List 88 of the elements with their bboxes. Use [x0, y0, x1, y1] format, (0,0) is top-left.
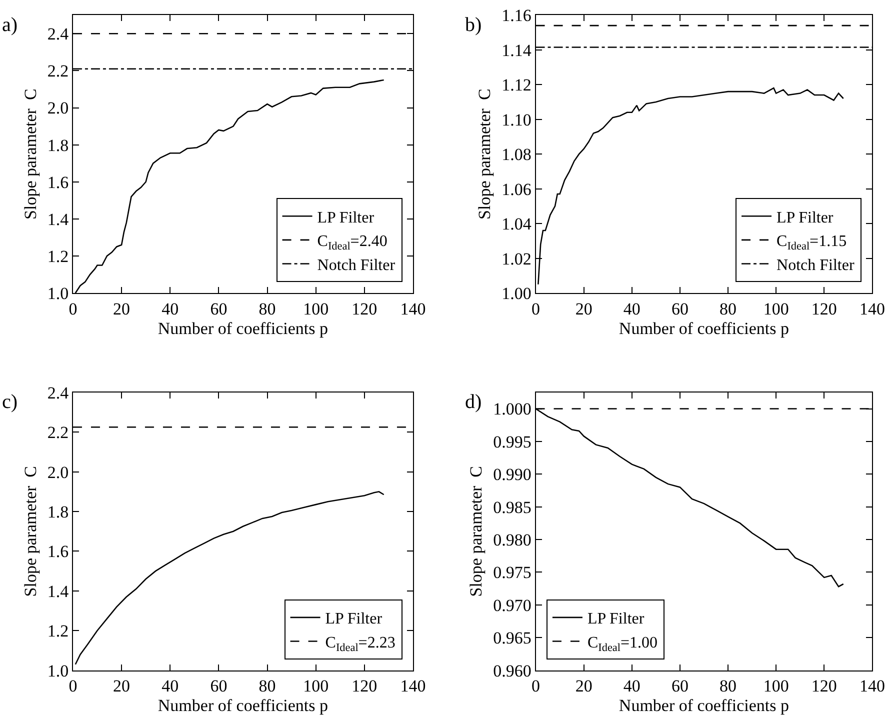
y-tick-label: 1.000	[493, 400, 532, 419]
x-axis-title: Number of coefficients p	[158, 318, 328, 338]
x-tick-label: 20	[113, 299, 130, 318]
x-tick-label: 20	[575, 299, 592, 318]
legend-label: C$_{Ideal}$=2.40	[317, 233, 388, 253]
x-tick-label: 40	[623, 299, 640, 318]
y-tick-label: 1.06	[502, 180, 532, 199]
y-tick-label: 2.4	[47, 383, 70, 402]
x-tick-label: 120	[811, 299, 837, 318]
y-tick-label: 0.970	[493, 596, 532, 615]
y-tick-label: 1.6	[47, 172, 69, 192]
y-tick-label: 0.980	[493, 530, 532, 550]
legend-label: LP Filter	[776, 209, 834, 226]
y-axis-title: Slope parameter C	[475, 88, 494, 220]
x-tick-label: 0	[68, 676, 78, 696]
y-tick-label: 1.8	[47, 136, 69, 155]
y-tick-label: 0.965	[493, 628, 532, 648]
x-tick-label: 60	[210, 299, 228, 318]
y-axis-title: Slope parameter C	[20, 88, 40, 220]
y-tick-label: 1.12	[502, 76, 532, 95]
x-tick-label: 100	[763, 676, 789, 696]
legend-label: Notch Filter	[776, 256, 855, 274]
legend-label: C$_{Ideal}$=1.00	[587, 634, 658, 654]
x-tick-label: 40	[162, 299, 179, 318]
y-tick-label: 2.0	[47, 98, 69, 118]
y-tick-label: 0.975	[493, 563, 532, 582]
y-tick-label: 1.2	[47, 622, 69, 641]
chart-title: a)	[2, 14, 18, 36]
x-tick-label: 100	[763, 299, 789, 318]
x-tick-label: 60	[210, 676, 228, 696]
x-tick-label: 140	[859, 676, 885, 696]
legend-label: LP Filter	[317, 209, 375, 226]
y-tick-label: 0.960	[493, 661, 532, 680]
x-tick-label: 60	[671, 299, 688, 318]
y-tick-label: 0.985	[493, 498, 532, 517]
chart-title: c)	[2, 391, 18, 413]
x-tick-label: 20	[575, 676, 592, 696]
x-tick-label: 120	[811, 676, 837, 696]
y-tick-label: 1.8	[47, 502, 69, 522]
y-tick-label: 1.04	[502, 214, 532, 234]
x-tick-label: 120	[352, 676, 378, 696]
chart-title: d)	[465, 391, 482, 413]
y-tick-label: 2.0	[47, 462, 69, 482]
x-tick-label: 80	[720, 676, 737, 696]
x-tick-label: 0	[532, 299, 540, 318]
y-tick-label: 1.00	[502, 284, 532, 303]
y-axis-title: Slope parameter C	[466, 466, 486, 597]
legend-label: LP Filter	[587, 610, 645, 628]
legend-label: C$_{Ideal}$=2.23	[325, 634, 396, 654]
x-tick-label: 80	[720, 299, 737, 318]
y-axis-title: Slope parameter C	[20, 466, 40, 597]
x-tick-label: 140	[400, 676, 426, 696]
x-tick-label: 0	[68, 299, 78, 318]
y-tick-label: 0.995	[493, 432, 532, 452]
y-tick-label: 1.14	[502, 40, 532, 60]
y-tick-label: 1.4	[47, 210, 70, 229]
x-tick-label: 60	[671, 676, 688, 696]
x-tick-label: 20	[113, 676, 130, 696]
x-axis-title: Number of coefficients p	[158, 696, 328, 716]
y-tick-label: 1.02	[502, 249, 532, 268]
x-tick-label: 40	[162, 676, 179, 696]
x-tick-label: 80	[258, 676, 276, 696]
x-tick-label: 140	[400, 299, 426, 318]
y-tick-label: 1.4	[47, 582, 70, 601]
chart-title: b)	[465, 14, 482, 36]
y-tick-label: 1.08	[502, 145, 532, 164]
x-tick-label: 40	[623, 676, 640, 696]
x-tick-label: 120	[352, 299, 378, 318]
x-tick-label: 100	[303, 299, 329, 318]
y-tick-label: 1.6	[47, 542, 69, 562]
x-tick-label: 140	[859, 299, 885, 318]
x-axis-title: Number of coefficients p	[618, 696, 790, 716]
y-tick-label: 1.10	[502, 110, 532, 130]
x-tick-label: 100	[303, 676, 329, 696]
y-tick-label: 2.4	[47, 24, 70, 44]
legend-label: Notch Filter	[317, 256, 396, 274]
y-tick-label: 2.2	[47, 423, 69, 442]
x-tick-label: 0	[532, 676, 540, 696]
y-tick-label: 1.2	[47, 246, 69, 266]
y-tick-label: 1.16	[502, 6, 532, 26]
x-axis-title: Number of coefficients p	[618, 318, 790, 338]
x-tick-label: 80	[258, 299, 276, 318]
y-tick-label: 2.2	[47, 62, 69, 81]
legend-label: C$_{Ideal}$=1.15	[776, 233, 847, 253]
y-tick-label: 0.990	[493, 465, 532, 484]
y-tick-label: 1.0	[47, 284, 69, 303]
legend-label: LP Filter	[325, 610, 383, 628]
y-tick-label: 1.0	[47, 661, 69, 680]
